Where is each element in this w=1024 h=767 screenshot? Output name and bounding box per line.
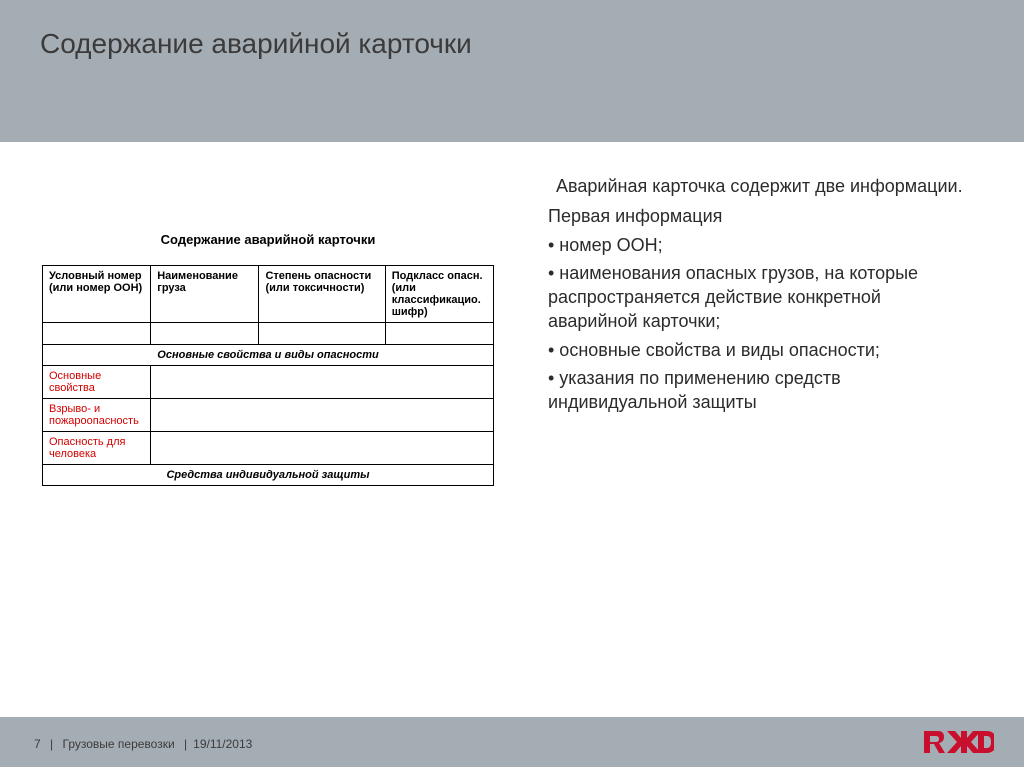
page-number: 7: [34, 737, 41, 751]
table-row: Основные свойства: [43, 366, 494, 399]
col-header-4: Подкласс опасн. (или классификацио. шифр…: [385, 266, 493, 323]
rzd-logo-icon: [922, 725, 994, 759]
table-row: Опасность для человека: [43, 432, 494, 465]
section-row-2: Средства индивидуальной защиты: [43, 465, 494, 486]
slide: Содержание аварийной карточки Содержание…: [0, 0, 1024, 767]
table-row: [43, 323, 494, 345]
cell: [151, 399, 494, 432]
header-band: Содержание аварийной карточки: [0, 0, 1024, 142]
table-row: Взрыво- и пожароопасность: [43, 399, 494, 432]
row-label: Опасность для человека: [43, 432, 151, 465]
list-item: • указания по применению средств индивид…: [528, 366, 968, 415]
footer-info: 7 | Грузовые перевозки | 19/11/2013: [34, 737, 252, 751]
table-caption: Содержание аварийной карточки: [42, 232, 494, 247]
col-header-1: Условный номер (или номер ООН): [43, 266, 151, 323]
form-table-block: Содержание аварийной карточки Условный н…: [42, 232, 494, 486]
section-row-1: Основные свойства и виды опасности: [43, 345, 494, 366]
col-header-2: Наименование груза: [151, 266, 259, 323]
form-table: Условный номер (или номер ООН) Наименова…: [42, 265, 494, 486]
row-label: Основные свойства: [43, 366, 151, 399]
cell: [151, 323, 259, 345]
cell: [151, 432, 494, 465]
bullet-list: • номер ООН; • наименования опасных груз…: [528, 233, 968, 415]
list-item: • основные свойства и виды опасности;: [528, 338, 968, 362]
body-area: Содержание аварийной карточки Условный н…: [0, 142, 1024, 717]
separator: |: [184, 737, 187, 751]
cell: [259, 323, 385, 345]
table-header-row: Условный номер (или номер ООН) Наименова…: [43, 266, 494, 323]
cell: [43, 323, 151, 345]
list-item: • номер ООН;: [528, 233, 968, 257]
section-label: Средства индивидуальной защиты: [43, 465, 494, 486]
cell: [385, 323, 493, 345]
footer-band: 7 | Грузовые перевозки | 19/11/2013: [0, 717, 1024, 767]
list-item: • наименования опасных грузов, на которы…: [528, 261, 968, 334]
separator: |: [50, 737, 53, 751]
col-header-3: Степень опасности (или токсичности): [259, 266, 385, 323]
section-label: Основные свойства и виды опасности: [43, 345, 494, 366]
row-label: Взрыво- и пожароопасность: [43, 399, 151, 432]
text-column: Аварийная карточка содержит две информац…: [528, 174, 968, 419]
cell: [151, 366, 494, 399]
subheading: Первая информация: [528, 204, 968, 228]
page-title: Содержание аварийной карточки: [40, 28, 472, 60]
subject-label: Грузовые перевозки: [63, 737, 175, 751]
paragraph: Аварийная карточка содержит две информац…: [528, 174, 968, 198]
footer-date: 19/11/2013: [193, 737, 252, 751]
